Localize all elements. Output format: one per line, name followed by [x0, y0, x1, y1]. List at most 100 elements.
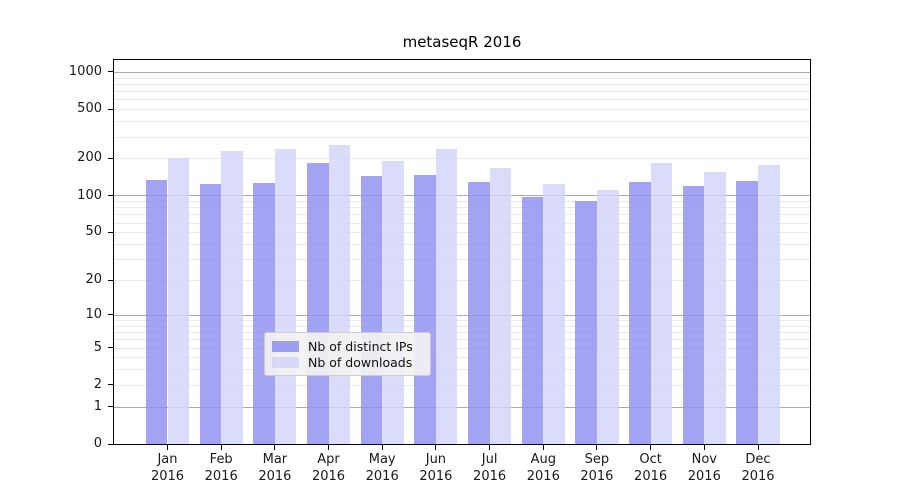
bar-downloads — [382, 160, 404, 444]
year-label: 2016 — [741, 469, 775, 484]
month-label: Aug — [530, 452, 556, 467]
legend-swatch-distinct-ips — [272, 340, 299, 352]
x-tick-mark — [489, 445, 491, 450]
bar-downloads — [435, 148, 458, 444]
x-tick-mark — [381, 445, 383, 450]
minor-gridline — [114, 232, 810, 234]
year-label: 2016 — [311, 469, 346, 484]
y-tick-mark — [108, 347, 113, 348]
x-tick-mark — [542, 445, 544, 450]
legend-label-downloads: Nb of downloads — [308, 354, 413, 370]
legend-item-distinct-ips: Nb of distinct IPs — [272, 338, 426, 354]
plot-area — [113, 59, 811, 445]
minor-gridline — [114, 158, 810, 160]
y-tick-label: 20 — [85, 272, 102, 287]
bar-distinct-ips — [736, 180, 758, 444]
x-tick-label: Sep 2016 — [557, 451, 637, 485]
minor-gridline — [114, 384, 810, 386]
year-label: 2016 — [580, 469, 614, 484]
year-label: 2016 — [204, 469, 238, 484]
x-tick-label: Jul 2016 — [450, 451, 530, 485]
minor-gridline — [114, 136, 810, 138]
month-label: Jun — [425, 452, 447, 467]
y-tick-label: 0 — [93, 436, 102, 451]
x-tick-mark — [596, 445, 598, 450]
month-label: May — [368, 452, 396, 467]
bar-distinct-ips — [629, 182, 651, 444]
y-tick-label: 1000 — [68, 63, 102, 79]
x-tick-mark — [757, 445, 759, 450]
bar-distinct-ips — [414, 174, 436, 444]
bar-distinct-ips — [360, 176, 383, 444]
chart-title: metaseqR 2016 — [402, 33, 522, 51]
y-tick-mark — [108, 195, 113, 196]
bar-distinct-ips — [199, 184, 222, 444]
bar-distinct-ips — [253, 183, 275, 444]
bar-downloads — [221, 151, 243, 444]
minor-gridline — [114, 109, 810, 111]
x-tick-label: Feb 2016 — [181, 451, 261, 485]
minor-gridline — [114, 280, 810, 282]
bar-distinct-ips — [521, 197, 544, 444]
minor-gridline — [114, 244, 810, 245]
x-tick-mark — [703, 445, 705, 450]
month-label: Sep — [584, 452, 610, 467]
x-tick-label: Nov 2016 — [664, 451, 744, 485]
year-label: 2016 — [150, 469, 185, 484]
minor-gridline — [114, 332, 810, 334]
x-tick-label: Mar 2016 — [235, 451, 315, 485]
y-tick-mark — [108, 279, 113, 281]
x-tick-label: Jan 2016 — [128, 451, 208, 485]
bar-distinct-ips — [467, 181, 490, 444]
month-label: Apr — [317, 452, 340, 467]
minor-gridline — [114, 99, 810, 101]
x-tick-mark — [328, 445, 329, 450]
minor-gridline — [114, 259, 810, 261]
minor-gridline — [114, 339, 810, 341]
minor-gridline — [114, 320, 810, 321]
minor-gridline — [114, 214, 810, 216]
year-label: 2016 — [365, 469, 399, 484]
month-label: Nov — [691, 452, 717, 467]
y-tick-mark — [108, 384, 113, 386]
bar-downloads — [543, 184, 565, 444]
bar-distinct-ips — [306, 163, 329, 444]
x-tick-mark — [167, 445, 168, 450]
minor-gridline — [114, 222, 810, 224]
y-tick-label: 200 — [77, 150, 102, 166]
legend: Nb of distinct IPs Nb of downloads — [264, 332, 431, 376]
x-tick-mark — [220, 445, 222, 450]
y-tick-label: 500 — [77, 101, 102, 117]
year-label: 2016 — [526, 469, 560, 484]
major-gridline — [114, 406, 810, 408]
y-tick-label: 5 — [93, 339, 102, 355]
bar-downloads — [489, 168, 512, 444]
y-tick-label: 10 — [85, 306, 102, 322]
bar-distinct-ips — [145, 179, 168, 444]
legend-item-downloads: Nb of downloads — [272, 354, 426, 370]
bar-downloads — [274, 148, 297, 444]
y-tick-mark — [108, 406, 113, 408]
minor-gridline — [114, 347, 810, 349]
x-tick-mark — [274, 445, 276, 450]
y-tick-mark — [108, 314, 113, 316]
year-label: 2016 — [687, 469, 721, 484]
y-tick-mark — [108, 71, 113, 73]
y-tick-label: 1 — [93, 398, 102, 414]
x-tick-label: Oct 2016 — [611, 451, 691, 485]
bar-distinct-ips — [575, 201, 597, 444]
bar-downloads — [328, 144, 351, 444]
x-tick-mark — [435, 445, 437, 450]
y-tick-mark — [108, 108, 113, 110]
minor-gridline — [114, 325, 810, 327]
major-gridline — [114, 314, 810, 316]
y-tick-label: 100 — [77, 187, 102, 203]
legend-swatch-downloads — [272, 356, 299, 368]
minor-gridline — [114, 83, 810, 85]
x-tick-label: May 2016 — [342, 451, 422, 485]
bar-downloads — [704, 171, 726, 444]
bar-distinct-ips — [682, 186, 705, 444]
month-label: Feb — [209, 452, 233, 467]
x-tick-mark — [650, 445, 652, 450]
minor-gridline — [114, 91, 810, 93]
